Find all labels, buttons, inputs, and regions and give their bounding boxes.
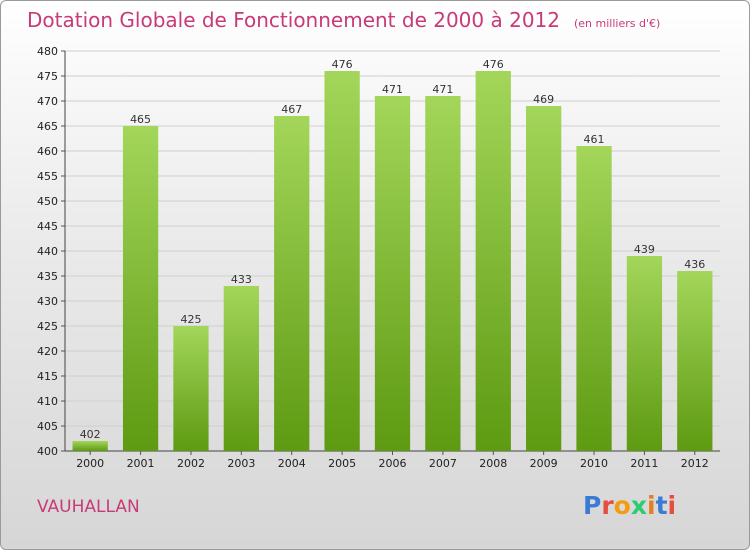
x-tick-label: 2009 bbox=[530, 457, 558, 470]
bar bbox=[374, 96, 411, 451]
bar bbox=[223, 286, 259, 451]
x-tick-label: 2002 bbox=[177, 457, 205, 470]
x-tick-label: 2011 bbox=[630, 457, 658, 470]
y-tick-label: 440 bbox=[37, 245, 58, 258]
y-tick-label: 435 bbox=[37, 270, 58, 283]
bar-value-label: 467 bbox=[281, 103, 302, 116]
bar-value-label: 425 bbox=[180, 313, 201, 326]
bar-layer bbox=[72, 71, 713, 451]
y-tick-label: 465 bbox=[37, 120, 58, 133]
bar-value-label: 439 bbox=[634, 243, 655, 256]
y-tick-label: 425 bbox=[37, 320, 58, 333]
bar bbox=[274, 116, 310, 451]
x-tick-label: 2003 bbox=[227, 457, 255, 470]
bar bbox=[72, 441, 108, 451]
bar bbox=[324, 71, 360, 451]
logo-letter: r bbox=[601, 491, 614, 520]
y-tick-label: 460 bbox=[37, 145, 58, 158]
bar-value-label: 471 bbox=[382, 83, 403, 96]
y-tick-label: 480 bbox=[37, 45, 58, 58]
title-row: Dotation Globale de Fonctionnement de 20… bbox=[27, 8, 660, 32]
bar-value-label: 471 bbox=[432, 83, 453, 96]
bar bbox=[526, 106, 562, 451]
y-tick-label: 445 bbox=[37, 220, 58, 233]
bar bbox=[626, 256, 663, 451]
y-tick-label: 455 bbox=[37, 170, 58, 183]
logo-letter: o bbox=[613, 491, 631, 520]
proxiti-logo[interactable]: Proxiti bbox=[583, 491, 676, 520]
y-tick-label: 410 bbox=[37, 395, 58, 408]
bar bbox=[122, 126, 159, 451]
logo-letter: i bbox=[647, 491, 656, 520]
y-tick-label: 430 bbox=[37, 295, 58, 308]
x-tick-label: 2006 bbox=[379, 457, 407, 470]
x-tick-label: 2007 bbox=[429, 457, 457, 470]
bar-value-label: 469 bbox=[533, 93, 554, 106]
bar-value-label: 402 bbox=[80, 428, 101, 441]
y-tick-label: 420 bbox=[37, 345, 58, 358]
bar bbox=[576, 146, 612, 451]
logo-letter: P bbox=[583, 491, 602, 520]
y-tick-label: 400 bbox=[37, 445, 58, 458]
y-tick-label: 450 bbox=[37, 195, 58, 208]
bar bbox=[475, 71, 511, 451]
bar-value-label: 476 bbox=[332, 58, 353, 71]
chart-title: Dotation Globale de Fonctionnement de 20… bbox=[27, 8, 560, 32]
x-tick-label: 2008 bbox=[479, 457, 507, 470]
bar bbox=[173, 326, 209, 451]
y-tick-label: 470 bbox=[37, 95, 58, 108]
logo-letter: t bbox=[655, 491, 668, 520]
bar bbox=[425, 96, 461, 451]
label-layer: 402 465 425 433 467 476 471 471 476 469 461 439 436 bbox=[80, 58, 706, 441]
x-tick-label: 2005 bbox=[328, 457, 356, 470]
y-tick-label: 415 bbox=[37, 370, 58, 383]
bar-value-label: 436 bbox=[684, 258, 705, 271]
bar-value-label: 461 bbox=[584, 133, 605, 146]
x-tick-label: 2004 bbox=[278, 457, 306, 470]
bar-value-label: 465 bbox=[130, 113, 151, 126]
bar-value-label: 433 bbox=[231, 273, 252, 286]
logo-letter: x bbox=[630, 491, 647, 520]
y-tick-label: 405 bbox=[37, 420, 58, 433]
y-tick-label: 475 bbox=[37, 70, 58, 83]
bar-value-label: 476 bbox=[483, 58, 504, 71]
logo-letter: i bbox=[667, 491, 677, 520]
x-tick-label: 2001 bbox=[127, 457, 155, 470]
x-tick-label: 2012 bbox=[681, 457, 709, 470]
x-tick-label: 2010 bbox=[580, 457, 608, 470]
commune-name: VAUHALLAN bbox=[37, 497, 140, 517]
bar bbox=[677, 271, 713, 451]
x-tick-label: 2000 bbox=[76, 457, 104, 470]
chart-unit: (en milliers d'€) bbox=[574, 17, 661, 30]
